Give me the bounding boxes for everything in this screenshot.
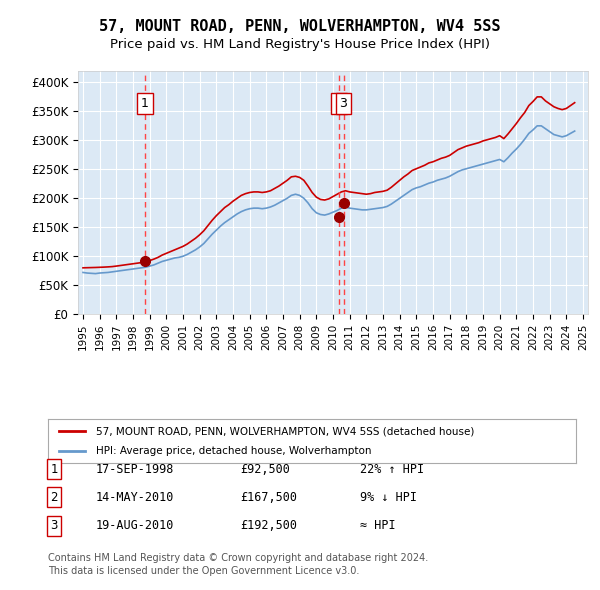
Text: Price paid vs. HM Land Registry's House Price Index (HPI): Price paid vs. HM Land Registry's House … [110, 38, 490, 51]
Text: £92,500: £92,500 [240, 463, 290, 476]
Text: 3: 3 [50, 519, 58, 532]
Text: Contains HM Land Registry data © Crown copyright and database right 2024.: Contains HM Land Registry data © Crown c… [48, 553, 428, 562]
Text: 2: 2 [335, 97, 343, 110]
Text: 9% ↓ HPI: 9% ↓ HPI [360, 491, 417, 504]
Text: 57, MOUNT ROAD, PENN, WOLVERHAMPTON, WV4 5SS (detached house): 57, MOUNT ROAD, PENN, WOLVERHAMPTON, WV4… [95, 427, 474, 436]
Text: 3: 3 [340, 97, 347, 110]
Text: 22% ↑ HPI: 22% ↑ HPI [360, 463, 424, 476]
Text: 1: 1 [50, 463, 58, 476]
Text: 14-MAY-2010: 14-MAY-2010 [96, 491, 175, 504]
Text: HPI: Average price, detached house, Wolverhampton: HPI: Average price, detached house, Wolv… [95, 446, 371, 455]
Text: 1: 1 [141, 97, 149, 110]
Text: 17-SEP-1998: 17-SEP-1998 [96, 463, 175, 476]
Text: £192,500: £192,500 [240, 519, 297, 532]
Text: 19-AUG-2010: 19-AUG-2010 [96, 519, 175, 532]
Text: ≈ HPI: ≈ HPI [360, 519, 395, 532]
Text: £167,500: £167,500 [240, 491, 297, 504]
Text: 57, MOUNT ROAD, PENN, WOLVERHAMPTON, WV4 5SS: 57, MOUNT ROAD, PENN, WOLVERHAMPTON, WV4… [99, 19, 501, 34]
Text: 2: 2 [50, 491, 58, 504]
Text: This data is licensed under the Open Government Licence v3.0.: This data is licensed under the Open Gov… [48, 566, 359, 576]
